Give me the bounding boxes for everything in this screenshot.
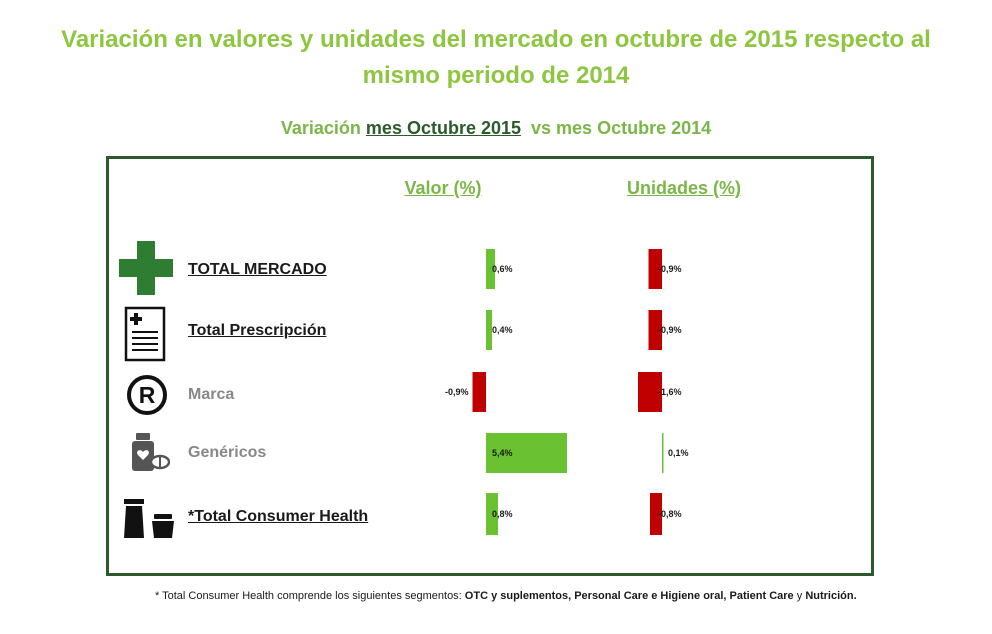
bar-valor-3 [486, 433, 567, 473]
row-label-total-mercado: TOTAL MERCADO [188, 261, 327, 278]
bar-valor-2 [472, 372, 486, 412]
row-label-total-consumer-health: *Total Consumer Health [188, 508, 369, 525]
bar-valor-0 [486, 249, 495, 289]
chart-panel [106, 156, 874, 576]
bar-unidades-4 [650, 493, 662, 535]
column-header-valor: Valor (%) [404, 178, 482, 198]
title-line-1: Variación en valores y unidades del merc… [61, 26, 931, 53]
subtitle-underlined: mes Octubre 2015 [365, 118, 522, 138]
svg-text:R: R [139, 382, 156, 408]
title-line-2: mismo periodo de 2014 [362, 62, 630, 89]
bar-valor-1 [486, 310, 492, 350]
bar-label-valor-2: -0,9% [445, 387, 469, 397]
bar-label-unidades-3: 0,1% [668, 448, 689, 458]
bar-unidades-3 [662, 433, 664, 473]
subtitle-pre: Variación [280, 118, 366, 138]
cosmetics-icon [124, 499, 174, 538]
bar-unidades-1 [648, 310, 662, 350]
bar-label-valor-0: 0,6% [492, 264, 513, 274]
page-title: Variación en valores y unidades del merc… [20, 22, 972, 94]
subtitle-post: vs mes Octubre 2014 [521, 118, 712, 138]
prescription-icon [124, 306, 166, 362]
bar-label-unidades-1: -0,9% [658, 325, 682, 335]
green-cross-icon [119, 241, 173, 295]
bar-unidades-0 [648, 249, 662, 289]
row-label-total-prescripcion: Total Prescripción [188, 322, 327, 339]
column-header-unidades: Unidades (%) [626, 178, 741, 198]
bar-label-valor-1: 0,4% [492, 325, 513, 335]
row-label-marca: Marca [188, 386, 235, 403]
chart-subtitle: Variación mes Octubre 2015 vs mes Octubr… [0, 118, 992, 139]
bar-valor-4 [486, 493, 498, 535]
bar-label-unidades-0: -0,9% [658, 264, 682, 274]
footnote-mid: y [793, 590, 806, 602]
pill-bottle-icon [132, 433, 170, 471]
bar-label-unidades-4: -0,8% [658, 509, 682, 519]
footnote-bold-2: Nutrición. [805, 590, 857, 602]
footnote-pre: * Total Consumer Health comprende los si… [155, 590, 465, 602]
bar-unidades-2 [638, 372, 662, 412]
bar-label-valor-3: 5,4% [492, 448, 513, 458]
bar-label-unidades-2: -1,6% [658, 387, 682, 397]
row-label-genericos: Genéricos [188, 444, 267, 461]
bar-label-valor-4: 0,8% [492, 509, 513, 519]
footnote-bold-1: OTC y suplementos, Personal Care e Higie… [464, 590, 794, 602]
footnote: * Total Consumer Health comprende los si… [155, 590, 857, 602]
registered-icon: R [127, 375, 167, 415]
